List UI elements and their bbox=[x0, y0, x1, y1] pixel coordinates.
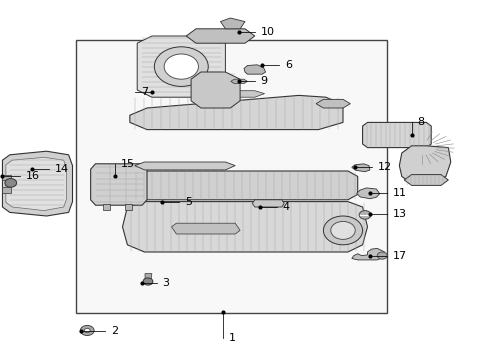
Polygon shape bbox=[216, 91, 265, 97]
Polygon shape bbox=[399, 146, 451, 184]
Text: 5: 5 bbox=[185, 197, 192, 207]
Text: 8: 8 bbox=[417, 117, 425, 127]
Text: 9: 9 bbox=[261, 76, 268, 86]
Polygon shape bbox=[244, 65, 266, 74]
Polygon shape bbox=[125, 204, 132, 210]
Polygon shape bbox=[103, 204, 110, 210]
Circle shape bbox=[80, 325, 94, 336]
Text: 4: 4 bbox=[283, 202, 290, 212]
Circle shape bbox=[164, 54, 198, 79]
Polygon shape bbox=[186, 29, 255, 43]
Polygon shape bbox=[172, 223, 240, 234]
Text: 3: 3 bbox=[163, 278, 170, 288]
Polygon shape bbox=[2, 187, 11, 193]
Polygon shape bbox=[2, 151, 73, 216]
Polygon shape bbox=[352, 164, 370, 172]
Polygon shape bbox=[191, 72, 240, 108]
Polygon shape bbox=[122, 202, 368, 252]
Text: 17: 17 bbox=[393, 251, 407, 261]
Polygon shape bbox=[6, 157, 67, 211]
Circle shape bbox=[154, 47, 208, 86]
Polygon shape bbox=[132, 171, 358, 200]
Polygon shape bbox=[357, 188, 380, 199]
Polygon shape bbox=[220, 18, 245, 29]
Polygon shape bbox=[316, 99, 350, 108]
Polygon shape bbox=[363, 122, 431, 148]
Polygon shape bbox=[91, 164, 147, 205]
Polygon shape bbox=[231, 79, 247, 84]
Circle shape bbox=[331, 221, 355, 239]
Circle shape bbox=[323, 216, 363, 245]
Text: 15: 15 bbox=[121, 159, 135, 169]
Text: 1: 1 bbox=[229, 333, 236, 343]
Text: 11: 11 bbox=[393, 188, 407, 198]
Polygon shape bbox=[404, 175, 448, 185]
Polygon shape bbox=[252, 200, 284, 207]
Circle shape bbox=[143, 278, 153, 285]
Polygon shape bbox=[130, 95, 343, 130]
Polygon shape bbox=[352, 248, 385, 260]
Text: 6: 6 bbox=[285, 60, 292, 70]
Bar bbox=[76, 40, 387, 313]
Text: 14: 14 bbox=[55, 164, 69, 174]
Text: 12: 12 bbox=[378, 162, 392, 172]
Polygon shape bbox=[145, 274, 152, 280]
Text: 2: 2 bbox=[111, 326, 119, 336]
Circle shape bbox=[359, 211, 371, 219]
Circle shape bbox=[5, 179, 17, 187]
Polygon shape bbox=[137, 36, 225, 97]
Polygon shape bbox=[135, 162, 235, 170]
Text: 10: 10 bbox=[261, 27, 275, 37]
Circle shape bbox=[84, 328, 90, 333]
Circle shape bbox=[377, 252, 387, 259]
Polygon shape bbox=[2, 175, 11, 180]
Text: 16: 16 bbox=[25, 171, 40, 181]
Text: 7: 7 bbox=[141, 87, 148, 97]
Text: 13: 13 bbox=[393, 209, 407, 219]
